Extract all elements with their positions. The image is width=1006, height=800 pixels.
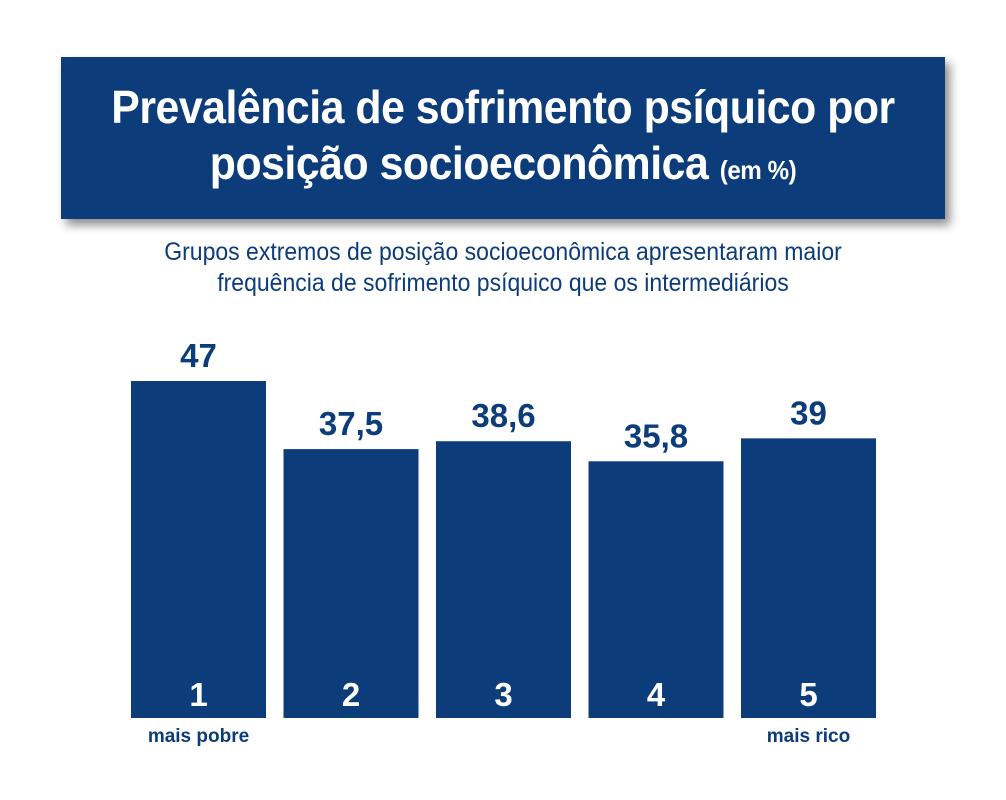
bar-5: [741, 438, 876, 718]
chart-title-line-1: Prevalência de sofrimento psíquico por: [111, 80, 895, 133]
bar-4: [588, 461, 724, 718]
value-label-2: 37,5: [319, 405, 383, 442]
chart-subtitle-line-2: frequência de sofrimento psíquico que os…: [217, 269, 789, 297]
chart-title-main: posição socioeconômica: [209, 136, 709, 189]
title-box: Prevalência de sofrimento psíquico por p…: [61, 57, 945, 219]
value-label-4: 35,8: [624, 417, 688, 454]
value-label-1: 47: [180, 337, 217, 374]
category-label-1: 1: [189, 676, 207, 713]
bar-2: [283, 449, 419, 718]
value-label-3: 38,6: [471, 397, 535, 434]
chart-subtitle: Grupos extremos de posição socioeconômic…: [0, 237, 1006, 299]
value-label-5: 39: [790, 394, 827, 431]
category-note-1: mais pobre: [148, 726, 249, 747]
chart-title-line-2: posição socioeconômica (em %): [92, 135, 914, 198]
bar-1: [131, 381, 266, 718]
bar-3: [436, 441, 571, 718]
category-label-3: 3: [494, 676, 512, 713]
category-label-4: 4: [647, 676, 666, 713]
category-note-5: mais rico: [767, 726, 850, 747]
chart-title-unit: (em %): [719, 154, 797, 185]
category-label-2: 2: [342, 676, 360, 713]
category-label-5: 5: [799, 676, 817, 713]
chart-subtitle-line-1: Grupos extremos de posição socioeconômic…: [164, 238, 842, 266]
